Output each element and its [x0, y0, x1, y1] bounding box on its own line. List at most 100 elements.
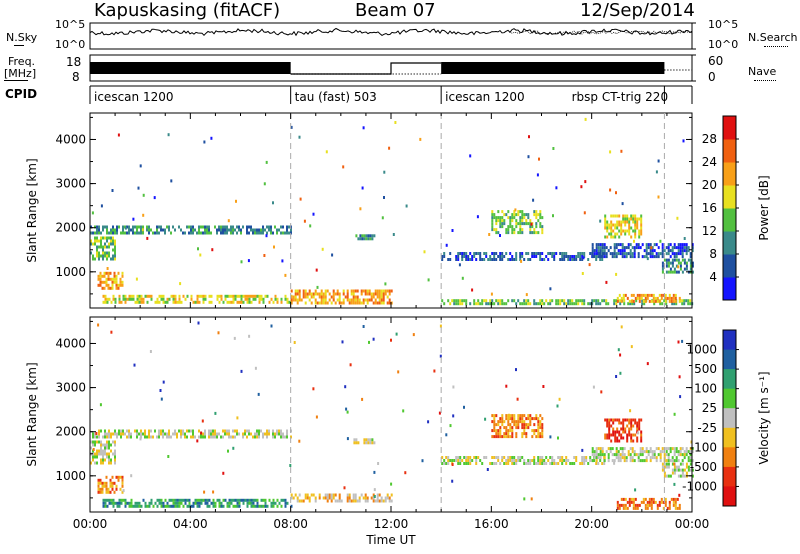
colorbar: 1000 500 100 25 -25 -100 -500 -1000 Velocity [m … [682, 329, 771, 507]
echo-band [92, 429, 292, 439]
x-tick-label: 12:00 [374, 517, 409, 531]
echo-band [604, 214, 643, 239]
x-tick-label: 04:00 [173, 517, 208, 531]
freq-unit: [MHz] [4, 67, 37, 80]
nsearch-label: N.Search [748, 31, 798, 44]
colorbar-swatch [723, 231, 736, 255]
echo-band [441, 252, 606, 261]
colorbar: 4 8 12 16 20 24 28 Power [dB] [702, 115, 771, 301]
echo-band [290, 289, 393, 305]
echo-band [97, 271, 124, 290]
freq-block-1 [90, 62, 291, 74]
nsearch-underline [764, 46, 788, 47]
echo-band [353, 438, 376, 445]
nave-tick-top: 60 [708, 54, 724, 68]
colorbar-tick-label: -1000 [682, 479, 717, 493]
colorbar-label: Velocity [m s⁻¹] [757, 371, 771, 464]
echo-band [90, 440, 116, 465]
colorbar-tick-label: 100 [694, 382, 717, 396]
freq-block-2 [441, 62, 665, 74]
echo-band [102, 498, 293, 508]
colorbar-tick-label: 12 [702, 224, 717, 238]
station-title: Kapuskasing (fitACF) [94, 0, 281, 21]
echo-band [355, 234, 376, 241]
colorbar-swatch [723, 277, 736, 301]
colorbar-swatch [723, 162, 736, 186]
echo-band [290, 493, 393, 503]
colorbar-swatch [723, 427, 736, 448]
colorbar-tick-label: -25 [697, 421, 717, 435]
colorbar-tick-label: 25 [702, 401, 717, 415]
y-tick-label: 2000 [55, 425, 86, 439]
nsky-underline [14, 45, 24, 46]
y-tick-label: 1000 [55, 469, 86, 483]
colorbar-tick-label: 500 [694, 362, 717, 376]
colorbar-swatch [723, 139, 736, 163]
colorbar-label: Power [dB] [757, 175, 771, 240]
nave-tick-bottom: 0 [708, 70, 716, 84]
nave-underline [754, 80, 776, 81]
scatter-echoes [91, 117, 686, 297]
colorbar-tick-label: 28 [702, 132, 717, 146]
y-tick-label: 3000 [55, 381, 86, 395]
y-tick-label: 1000 [55, 265, 86, 279]
echo-band [102, 294, 293, 304]
freq-label: Freq. [8, 55, 36, 68]
y-axis-label: Slant Range [km] [25, 362, 39, 466]
nsky-series-line [89, 27, 693, 45]
echo-band [441, 456, 606, 465]
freq-tick-bottom: 8 [72, 70, 80, 84]
x-tick-label: 00:00 [675, 517, 710, 531]
y-tick-label: 3000 [55, 177, 86, 191]
colorbar-tick-label: 24 [702, 155, 717, 169]
echo-band [616, 293, 681, 303]
freq-underline [4, 80, 28, 81]
colorbar-tick-label: 4 [709, 270, 717, 284]
cpid-segment-label: icescan 1200 [94, 90, 173, 104]
echo-band [90, 236, 116, 261]
panel-velocity: 1000 2000 3000 4000 Slant Range [km] 1000 500 1… [25, 316, 771, 547]
nsearch-tick-top: 10^5 [708, 18, 739, 31]
y-axis-label: Slant Range [km] [25, 158, 39, 262]
echo-band [661, 462, 694, 478]
freq-series-line [290, 62, 442, 75]
colorbar-tick-label: -100 [690, 440, 717, 454]
echo-band [90, 225, 292, 235]
colorbar-swatch [723, 330, 736, 351]
nsearch-series-line [509, 30, 692, 35]
echo-band [591, 243, 694, 259]
scatter-echoes [92, 321, 693, 501]
echo-band [591, 447, 694, 463]
echo-band [604, 418, 643, 443]
colorbar-swatch [723, 447, 736, 468]
colorbar-swatch [723, 369, 736, 390]
nsky-strip-frame [89, 22, 693, 50]
cpid-label: CPID [5, 87, 38, 101]
x-tick-label: 00:00 [73, 517, 108, 531]
echo-band [491, 210, 544, 235]
colorbar-tick-label: 16 [702, 201, 717, 215]
x-tick-label: 16:00 [474, 517, 509, 531]
echo-band [616, 497, 681, 510]
nave-label: Nave [748, 65, 777, 78]
echo-band [441, 299, 694, 306]
x-axis-label: Time UT [365, 533, 416, 547]
x-tick-label: 20:00 [574, 517, 609, 531]
colorbar-tick-label: 1000 [686, 343, 717, 357]
beam-title: Beam 07 [355, 0, 436, 21]
nsearch-tick-bottom: 10^0 [708, 38, 739, 51]
colorbar-frame [722, 329, 737, 507]
colorbar-swatch [723, 408, 736, 429]
colorbar-swatch [723, 388, 736, 409]
colorbar-swatch [723, 208, 736, 232]
colorbar-swatch [723, 349, 736, 370]
colorbar-tick-label: 8 [709, 247, 717, 261]
panel-power: 1000 2000 3000 4000 Slant Range [km] 4 8 12 16 20… [25, 112, 771, 309]
cpid-segment-label: rbsp CT-trig 220 [572, 90, 668, 104]
freq-tick-top: 18 [66, 55, 82, 69]
colorbar-swatch [723, 116, 736, 140]
y-tick-label: 4000 [55, 336, 86, 350]
colorbar-swatch [723, 254, 736, 278]
colorbar-tick-label: 20 [702, 178, 717, 192]
